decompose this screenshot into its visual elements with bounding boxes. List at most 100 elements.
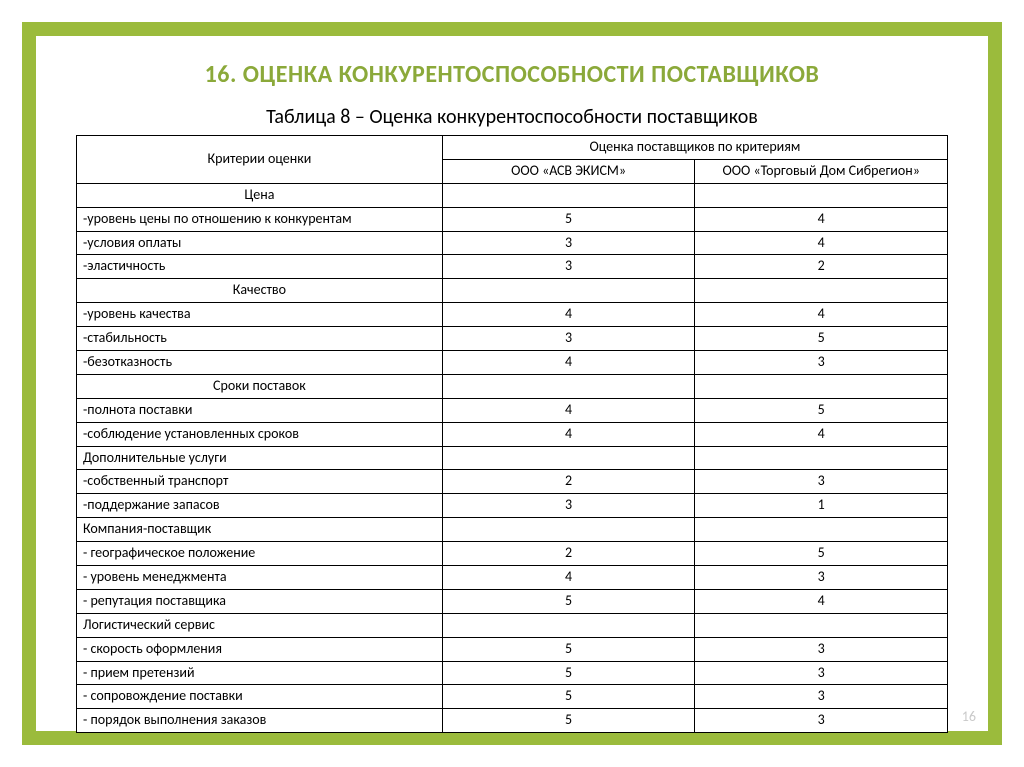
header-group: Оценка поставщиков по критериям: [442, 136, 947, 160]
value-supplier-a: 4: [442, 422, 695, 446]
value-supplier-b: [695, 446, 948, 470]
value-supplier-b: 3: [695, 661, 948, 685]
value-supplier-b: 3: [695, 566, 948, 590]
table-row: -полнота поставки45: [77, 398, 948, 422]
value-supplier-b: [695, 183, 948, 207]
criterion-label: -безотказность: [77, 351, 443, 375]
value-supplier-b: 3: [695, 637, 948, 661]
value-supplier-b: 3: [695, 470, 948, 494]
page-title: 16. ОЦЕНКА КОНКУРЕНТОСПОСОБНОСТИ ПОСТАВЩ…: [76, 60, 948, 89]
value-supplier-a: 2: [442, 470, 695, 494]
criterion-label: -поддержание запасов: [77, 494, 443, 518]
value-supplier-a: 4: [442, 303, 695, 327]
value-supplier-a: 5: [442, 207, 695, 231]
criterion-label: -полнота поставки: [77, 398, 443, 422]
value-supplier-b: [695, 613, 948, 637]
value-supplier-b: 3: [695, 351, 948, 375]
table-caption: Таблица 8 – Оценка конкурентоспособности…: [76, 105, 948, 129]
value-supplier-a: 5: [442, 637, 695, 661]
section-label: Компания-поставщик: [77, 518, 443, 542]
section-label: Цена: [77, 183, 443, 207]
table-row: - уровень менеджмента43: [77, 566, 948, 590]
value-supplier-a: 4: [442, 351, 695, 375]
value-supplier-a: 4: [442, 398, 695, 422]
value-supplier-a: 3: [442, 327, 695, 351]
value-supplier-a: [442, 374, 695, 398]
criterion-label: -собственный транспорт: [77, 470, 443, 494]
value-supplier-b: 4: [695, 422, 948, 446]
value-supplier-a: 5: [442, 661, 695, 685]
criterion-label: - уровень менеджмента: [77, 566, 443, 590]
criterion-label: -уровень цены по отношению к конкурентам: [77, 207, 443, 231]
value-supplier-a: 2: [442, 542, 695, 566]
table-header-row-1: Критерии оценки Оценка поставщиков по кр…: [77, 136, 948, 160]
value-supplier-a: 5: [442, 685, 695, 709]
table-row: -стабильность35: [77, 327, 948, 351]
header-supplier-b: ООО «Торговый Дом Сибрегион»: [695, 159, 948, 183]
value-supplier-b: 4: [695, 303, 948, 327]
table-row: Цена: [77, 183, 948, 207]
value-supplier-a: 4: [442, 566, 695, 590]
criterion-label: -уровень качества: [77, 303, 443, 327]
table-row: -уровень цены по отношению к конкурентам…: [77, 207, 948, 231]
value-supplier-b: 4: [695, 231, 948, 255]
value-supplier-a: [442, 183, 695, 207]
table-row: -эластичность32: [77, 255, 948, 279]
section-label: Сроки поставок: [77, 374, 443, 398]
value-supplier-a: 5: [442, 709, 695, 733]
criterion-label: - географическое положение: [77, 542, 443, 566]
table-row: Сроки поставок: [77, 374, 948, 398]
value-supplier-a: [442, 613, 695, 637]
value-supplier-b: 3: [695, 709, 948, 733]
criterion-label: -условия оплаты: [77, 231, 443, 255]
table-row: Компания-поставщик: [77, 518, 948, 542]
table-row: - скорость оформления53: [77, 637, 948, 661]
criterion-label: - скорость оформления: [77, 637, 443, 661]
criterion-label: -эластичность: [77, 255, 443, 279]
table-row: Дополнительные услуги: [77, 446, 948, 470]
table-row: - репутация поставщика54: [77, 589, 948, 613]
value-supplier-b: [695, 374, 948, 398]
section-label: Дополнительные услуги: [77, 446, 443, 470]
section-label: Качество: [77, 279, 443, 303]
value-supplier-b: 3: [695, 685, 948, 709]
evaluation-table: Критерии оценки Оценка поставщиков по кр…: [76, 135, 948, 733]
value-supplier-a: 3: [442, 231, 695, 255]
value-supplier-a: [442, 446, 695, 470]
value-supplier-b: 4: [695, 207, 948, 231]
criterion-label: - репутация поставщика: [77, 589, 443, 613]
criterion-label: -стабильность: [77, 327, 443, 351]
table-row: -безотказность43: [77, 351, 948, 375]
value-supplier-a: [442, 279, 695, 303]
table-row: -поддержание запасов31: [77, 494, 948, 518]
slide-frame: 16. ОЦЕНКА КОНКУРЕНТОСПОСОБНОСТИ ПОСТАВЩ…: [22, 22, 1002, 745]
value-supplier-a: 3: [442, 255, 695, 279]
page-number: 16: [962, 708, 976, 725]
value-supplier-a: 3: [442, 494, 695, 518]
table-row: -соблюдение установленных сроков44: [77, 422, 948, 446]
criterion-label: - порядок выполнения заказов: [77, 709, 443, 733]
table-row: -собственный транспорт23: [77, 470, 948, 494]
value-supplier-b: [695, 518, 948, 542]
criterion-label: -соблюдение установленных сроков: [77, 422, 443, 446]
section-label: Логистический сервис: [77, 613, 443, 637]
table-row: - порядок выполнения заказов53: [77, 709, 948, 733]
value-supplier-b: 4: [695, 589, 948, 613]
value-supplier-b: 1: [695, 494, 948, 518]
header-supplier-a: ООО «АСВ ЭКИСМ»: [442, 159, 695, 183]
value-supplier-b: 5: [695, 398, 948, 422]
value-supplier-a: 5: [442, 589, 695, 613]
value-supplier-a: [442, 518, 695, 542]
table-row: - географическое положение25: [77, 542, 948, 566]
table-row: - прием претензий53: [77, 661, 948, 685]
value-supplier-b: [695, 279, 948, 303]
criterion-label: - прием претензий: [77, 661, 443, 685]
value-supplier-b: 2: [695, 255, 948, 279]
table-row: -условия оплаты34: [77, 231, 948, 255]
table-row: -уровень качества44: [77, 303, 948, 327]
table-row: Логистический сервис: [77, 613, 948, 637]
table-body: Цена-уровень цены по отношению к конкуре…: [77, 183, 948, 732]
criterion-label: - сопровождение поставки: [77, 685, 443, 709]
value-supplier-b: 5: [695, 542, 948, 566]
header-criteria: Критерии оценки: [77, 136, 443, 184]
